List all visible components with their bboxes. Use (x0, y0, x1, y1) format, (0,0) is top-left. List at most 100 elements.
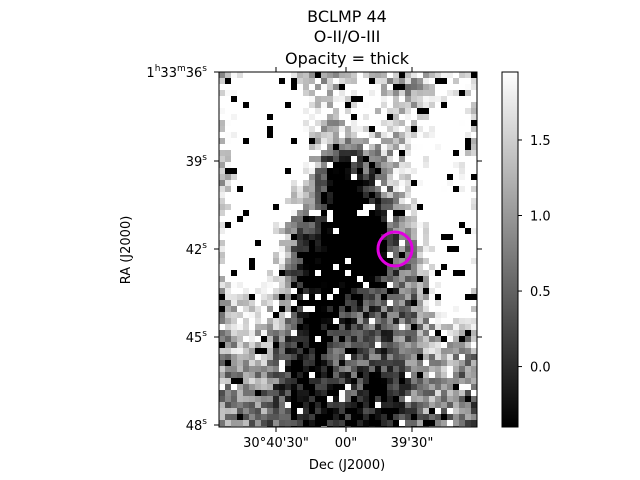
map-pixel (315, 222, 321, 228)
map-pixel (351, 414, 357, 420)
map-pixel (339, 144, 345, 150)
map-pixel (303, 132, 309, 138)
map-pixel (429, 360, 435, 366)
map-pixel (351, 144, 357, 150)
map-pixel (279, 294, 285, 300)
map-pixel (309, 174, 315, 180)
map-pixel (363, 396, 369, 402)
map-pixel (387, 84, 393, 90)
map-pixel (393, 396, 399, 402)
map-pixel (411, 300, 417, 306)
map-pixel (381, 210, 387, 216)
map-pixel (261, 126, 267, 132)
map-pixel (459, 300, 465, 306)
map-pixel (471, 414, 477, 420)
map-pixel (405, 168, 411, 174)
map-pixel (249, 72, 255, 78)
map-pixel (273, 198, 279, 204)
map-pixel (459, 108, 465, 114)
map-pixel (279, 342, 285, 348)
map-pixel (465, 162, 471, 168)
map-pixel (333, 378, 339, 384)
map-pixel (267, 282, 273, 288)
map-pixel (267, 198, 273, 204)
map-pixel (291, 162, 297, 168)
map-pixel (357, 348, 363, 354)
map-pixel (471, 150, 477, 156)
map-pixel (285, 306, 291, 312)
map-pixel (459, 330, 465, 336)
map-pixel (345, 396, 351, 402)
map-pixel (255, 96, 261, 102)
map-pixel (291, 174, 297, 180)
map-pixel (405, 294, 411, 300)
map-pixel (291, 120, 297, 126)
map-pixel (225, 264, 231, 270)
map-pixel (279, 252, 285, 258)
map-pixel (303, 306, 309, 312)
map-pixel (327, 282, 333, 288)
map-pixel (405, 324, 411, 330)
map-pixel (237, 198, 243, 204)
map-pixel (459, 96, 465, 102)
map-pixel (435, 78, 441, 84)
map-pixel (315, 228, 321, 234)
map-pixel (363, 162, 369, 168)
map-pixel (309, 318, 315, 324)
map-pixel (339, 186, 345, 192)
map-pixel (339, 114, 345, 120)
map-pixel (279, 204, 285, 210)
map-pixel (333, 150, 339, 156)
map-pixel (399, 162, 405, 168)
map-pixel (279, 354, 285, 360)
map-pixel (303, 174, 309, 180)
map-pixel (465, 342, 471, 348)
map-pixel (273, 246, 279, 252)
map-pixel (285, 126, 291, 132)
map-pixel (441, 384, 447, 390)
map-pixel (351, 348, 357, 354)
map-pixel (321, 252, 327, 258)
map-pixel (435, 300, 441, 306)
map-pixel (219, 246, 225, 252)
map-pixel (459, 240, 465, 246)
map-pixel (369, 312, 375, 318)
map-pixel (249, 300, 255, 306)
map-pixel (441, 294, 447, 300)
map-pixel (339, 198, 345, 204)
map-pixel (249, 354, 255, 360)
map-pixel (447, 408, 453, 414)
map-pixel (417, 252, 423, 258)
map-pixel (261, 210, 267, 216)
map-pixel (411, 114, 417, 120)
map-pixel (255, 126, 261, 132)
map-pixel (279, 396, 285, 402)
map-pixel (429, 72, 435, 78)
map-pixel (303, 162, 309, 168)
map-pixel (381, 192, 387, 198)
map-pixel (441, 198, 447, 204)
map-pixel (261, 240, 267, 246)
map-pixel (345, 312, 351, 318)
map-pixel (375, 120, 381, 126)
map-pixel (441, 174, 447, 180)
map-pixel (273, 282, 279, 288)
map-pixel (471, 282, 477, 288)
map-pixel (363, 246, 369, 252)
map-pixel (447, 210, 453, 216)
map-pixel (357, 336, 363, 342)
map-pixel (321, 312, 327, 318)
map-pixel (435, 162, 441, 168)
map-pixel (255, 330, 261, 336)
map-pixel (321, 162, 327, 168)
map-pixel (405, 84, 411, 90)
map-pixel (435, 270, 441, 276)
map-pixel (279, 276, 285, 282)
map-pixel (351, 366, 357, 372)
map-pixel (303, 102, 309, 108)
map-pixel (345, 402, 351, 408)
map-pixel (255, 222, 261, 228)
map-pixel (357, 312, 363, 318)
map-pixel (411, 192, 417, 198)
map-pixel (339, 258, 345, 264)
